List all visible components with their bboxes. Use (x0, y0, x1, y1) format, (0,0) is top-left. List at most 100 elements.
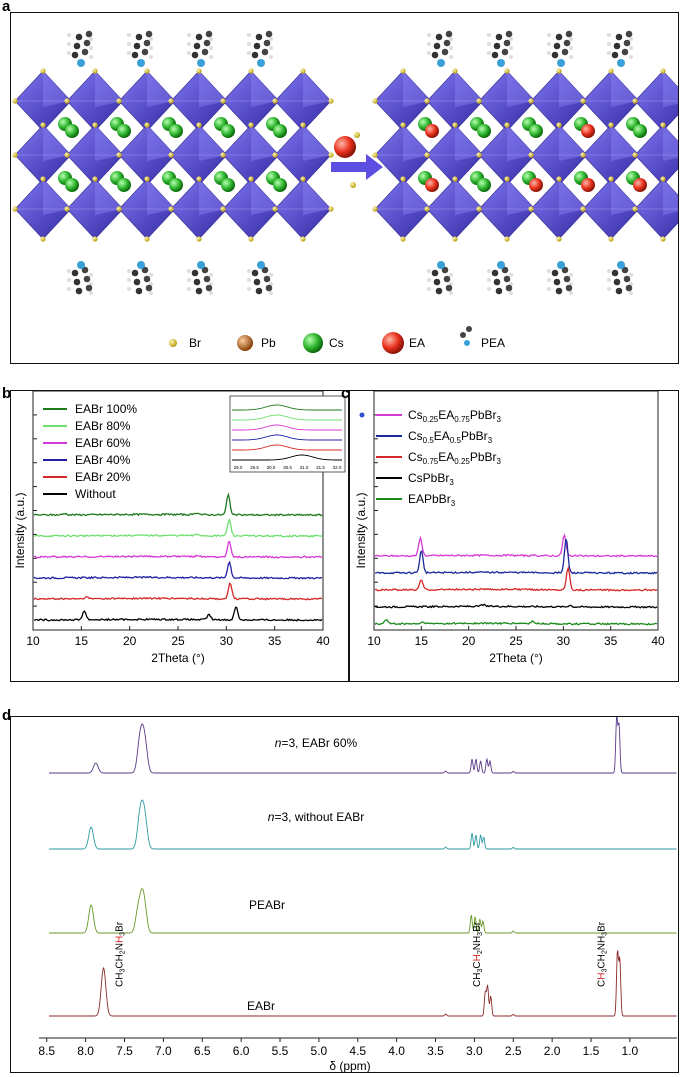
legend-label: PEA (481, 336, 505, 350)
br-atom (504, 68, 510, 74)
br-atom (92, 68, 98, 74)
x-tick-label: 10 (367, 634, 381, 648)
legend-label: Pb (261, 336, 276, 350)
pbbr6-octahedron (372, 122, 434, 188)
pbbr6-octahedron (476, 122, 538, 188)
br-atom (372, 98, 378, 104)
pea-molecule (607, 261, 633, 295)
br-atom (64, 206, 70, 212)
br-atom (40, 176, 46, 182)
legend-label: EABr 100% (75, 402, 137, 416)
br-atom (608, 68, 614, 74)
ea-atom (581, 124, 595, 138)
legend-label: Without (75, 487, 116, 501)
br-atom (556, 68, 562, 74)
br-atom (196, 68, 202, 74)
br-atom (452, 68, 458, 74)
pbbr6-octahedron (580, 68, 642, 134)
x-tick-label: 35 (268, 634, 282, 648)
br-atom (144, 176, 150, 182)
br-atom (168, 152, 174, 158)
legend-label: EABr 40% (75, 453, 131, 467)
br-atom (248, 122, 254, 128)
legend-entry: CsPbBr3 (376, 471, 454, 487)
br-atom (528, 98, 534, 104)
spectrum-label: n=3, without EABr (268, 810, 364, 824)
panel-a-frame: Br Pb Cs EA PEA (10, 12, 684, 364)
cs-atom (273, 178, 287, 192)
br-atom (40, 122, 46, 128)
x-tick-label: 5.5 (272, 1044, 289, 1058)
xrd-trace (375, 538, 658, 575)
br-atom (580, 152, 586, 158)
br-atom (608, 122, 614, 128)
br-atom (328, 98, 334, 104)
x-tick-label: 1.5 (583, 1044, 600, 1058)
br-atom (632, 206, 638, 212)
br-atom (556, 236, 562, 242)
legend-label: EAPbBr3 (408, 492, 456, 508)
br-atom (504, 122, 510, 128)
pea-molecule (487, 30, 513, 67)
br-atom (144, 122, 150, 128)
x-tick-label: 2.5 (505, 1044, 522, 1058)
inset-trace (232, 414, 342, 421)
br-atom (300, 236, 306, 242)
y-axis-label: Intensity (a.u.) (13, 492, 27, 568)
x-tick-label: 3.5 (427, 1044, 444, 1058)
pea-molecule (247, 261, 273, 295)
legend-entry: EABr 60% (43, 436, 131, 450)
structure-legend: Br Pb Cs EA PEA (169, 326, 505, 354)
legend-cs: Cs (303, 333, 344, 353)
x-tick-label: 25 (171, 634, 185, 648)
xrd-trace (33, 606, 323, 622)
inset-trace (232, 424, 342, 431)
x-tick-label: 7.5 (116, 1044, 133, 1058)
cs-atom (633, 124, 647, 138)
pea-molecule (427, 30, 453, 67)
xrd-trace (374, 619, 658, 626)
br-atom (272, 152, 278, 158)
br-atom (196, 176, 202, 182)
br-atom (196, 236, 202, 242)
br-atom (476, 206, 482, 212)
br-atom (92, 236, 98, 242)
xrd-chart-c: 10 15 20 25 30 35 40 2Theta (°) Intensity (a.u.)… (354, 390, 665, 665)
x-tick-label: 30 (557, 634, 571, 648)
br-atom (220, 98, 226, 104)
br-atom (424, 206, 430, 212)
br-atom (272, 206, 278, 212)
panel-a-letter: a (2, 0, 11, 15)
panel-c-letter: c (341, 385, 350, 402)
br-atom (660, 236, 666, 242)
pbbr6-octahedron (272, 68, 334, 134)
xrd-trace (33, 581, 323, 601)
br-atom (92, 122, 98, 128)
panel-c-frame: 10 15 20 25 30 35 40 2Theta (°) Intensity (a.u.)… (349, 390, 679, 682)
br-atom (64, 152, 70, 158)
pbbr6-octahedron (64, 176, 126, 242)
br-atom (528, 152, 534, 158)
inset-zoom-plot: 29.0 29.5 30.0 30.5 31.0 31.5 32.0 (229, 395, 346, 473)
br-atom (144, 68, 150, 74)
legend-label: CsPbBr3 (408, 471, 454, 487)
x-tick-label: 30 (220, 634, 234, 648)
ea-atom (581, 178, 595, 192)
br-atom (168, 206, 174, 212)
reaction-arrow (331, 132, 383, 188)
proton-assignment: CH3CH2NH3Br (472, 921, 484, 987)
pbbr6-octahedron (476, 176, 538, 242)
pea-molecule (547, 30, 573, 67)
br-atom (580, 206, 586, 212)
br-atom (424, 152, 430, 158)
br-atom (12, 206, 18, 212)
pbbr6-octahedron (64, 68, 126, 134)
inset-trace (232, 454, 342, 461)
legend-entry: EABr 40% (43, 453, 131, 467)
br-atom (372, 206, 378, 212)
pea-molecule (127, 30, 153, 67)
ea-atom (529, 178, 543, 192)
ea-atom (425, 178, 439, 192)
br-atom (12, 98, 18, 104)
legend-entry: EABr 20% (43, 470, 131, 484)
